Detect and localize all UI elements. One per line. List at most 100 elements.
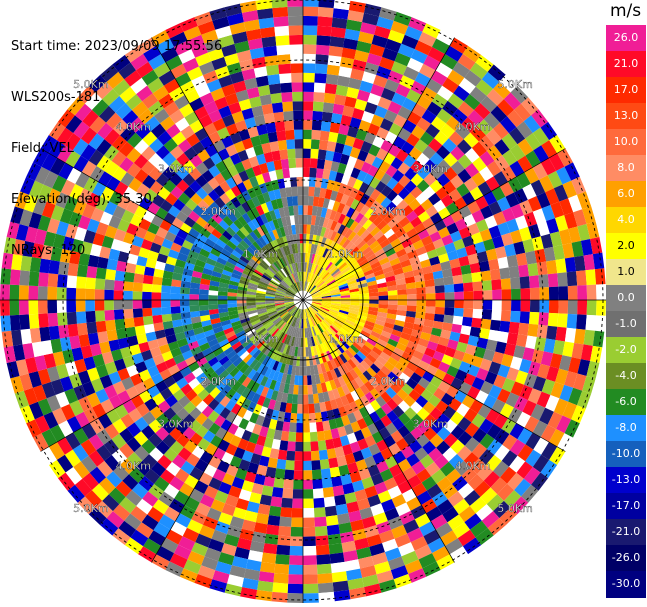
velocity-gate [41, 201, 56, 219]
velocity-gate [381, 499, 396, 513]
velocity-gate [363, 357, 374, 367]
velocity-gate [357, 282, 368, 289]
velocity-gate [446, 222, 459, 235]
velocity-gate [493, 122, 509, 140]
velocity-gate [144, 266, 155, 277]
velocity-gate [387, 101, 402, 115]
velocity-gate [577, 224, 591, 241]
velocity-gate [232, 507, 247, 520]
velocity-gate [319, 307, 329, 313]
velocity-gate [304, 328, 307, 338]
velocity-gate [73, 121, 90, 139]
velocity-gate [251, 482, 264, 495]
velocity-gate [278, 526, 292, 537]
velocity-gate [201, 417, 214, 431]
start-time-text: Start time: 2023/09/09 17:55:56 [11, 39, 223, 54]
velocity-gate [371, 552, 388, 566]
velocity-gate [445, 538, 463, 555]
velocity-gate [363, 323, 374, 331]
velocity-gate [522, 347, 535, 362]
velocity-gate [142, 491, 159, 507]
velocity-gate [310, 263, 315, 273]
velocity-gate [349, 291, 360, 296]
range-label: 2.0Km [200, 375, 235, 388]
velocity-gate [398, 253, 410, 263]
velocity-gate [165, 123, 181, 139]
velocity-gate [221, 43, 237, 57]
velocity-gate [294, 129, 303, 140]
velocity-gate [462, 45, 482, 63]
velocity-gate [380, 414, 392, 428]
velocity-gate [328, 457, 339, 469]
velocity-gate [352, 528, 367, 541]
velocity-gate [303, 460, 312, 471]
velocity-gate [159, 368, 172, 381]
velocity-gate [47, 300, 58, 314]
velocity-gate [242, 409, 253, 422]
velocity-gate [358, 556, 375, 569]
velocity-gate [151, 284, 162, 293]
velocity-gate [303, 574, 318, 585]
velocity-gate [312, 315, 319, 325]
velocity-gate [208, 165, 221, 178]
velocity-gate [514, 103, 532, 122]
velocity-gate [320, 226, 327, 237]
velocity-gate [458, 333, 470, 345]
velocity-gate [255, 238, 264, 249]
velocity-gate [275, 420, 284, 431]
velocity-gate [288, 205, 295, 216]
range-label: 4.0Km [116, 120, 151, 133]
velocity-gate [308, 263, 313, 273]
velocity-gate [350, 519, 365, 532]
velocity-gate [211, 270, 222, 278]
velocity-gate [450, 357, 463, 370]
velocity-gate [332, 580, 349, 592]
velocity-gate [226, 123, 239, 136]
velocity-gate [429, 231, 442, 243]
velocity-gate [345, 371, 355, 382]
velocity-gate [366, 236, 377, 247]
velocity-gate [104, 279, 115, 291]
velocity-gate [281, 197, 289, 208]
velocity-gate [406, 453, 420, 467]
velocity-gate [368, 334, 379, 343]
velocity-gate [284, 302, 294, 306]
velocity-gate [352, 450, 365, 463]
velocity-gate [329, 286, 339, 292]
velocity-gate [208, 304, 219, 310]
velocity-gate [432, 546, 450, 562]
velocity-gate [297, 394, 303, 405]
velocity-gate [178, 49, 196, 64]
velocity-gate [541, 205, 556, 221]
velocity-gate [310, 148, 319, 159]
velocity-gate [463, 308, 474, 318]
velocity-gate [235, 330, 246, 338]
velocity-gate [442, 506, 459, 523]
velocity-gate [417, 166, 431, 180]
velocity-gate [398, 337, 410, 347]
velocity-gate [218, 311, 229, 318]
velocity-gate [333, 232, 341, 243]
velocity-gate [227, 574, 244, 588]
velocity-gate [404, 407, 417, 420]
velocity-gate [429, 256, 441, 266]
velocity-gate [127, 335, 139, 347]
velocity-gate [347, 412, 357, 424]
velocity-gate [380, 224, 392, 235]
velocity-gate [162, 433, 177, 448]
velocity-gate [276, 305, 286, 311]
velocity-gate [199, 227, 212, 239]
velocity-gate [400, 332, 412, 341]
velocity-gate [39, 326, 51, 342]
velocity-gate [203, 464, 217, 478]
velocity-gate [112, 528, 131, 546]
velocity-gate [104, 361, 118, 375]
velocity-gate [359, 305, 369, 311]
velocity-gate [191, 321, 203, 330]
velocity-gate [227, 12, 244, 26]
velocity-gate [330, 399, 339, 410]
velocity-gate [295, 441, 303, 452]
velocity-gate [529, 275, 540, 289]
velocity-gate [204, 206, 216, 218]
velocity-gate [295, 262, 299, 273]
